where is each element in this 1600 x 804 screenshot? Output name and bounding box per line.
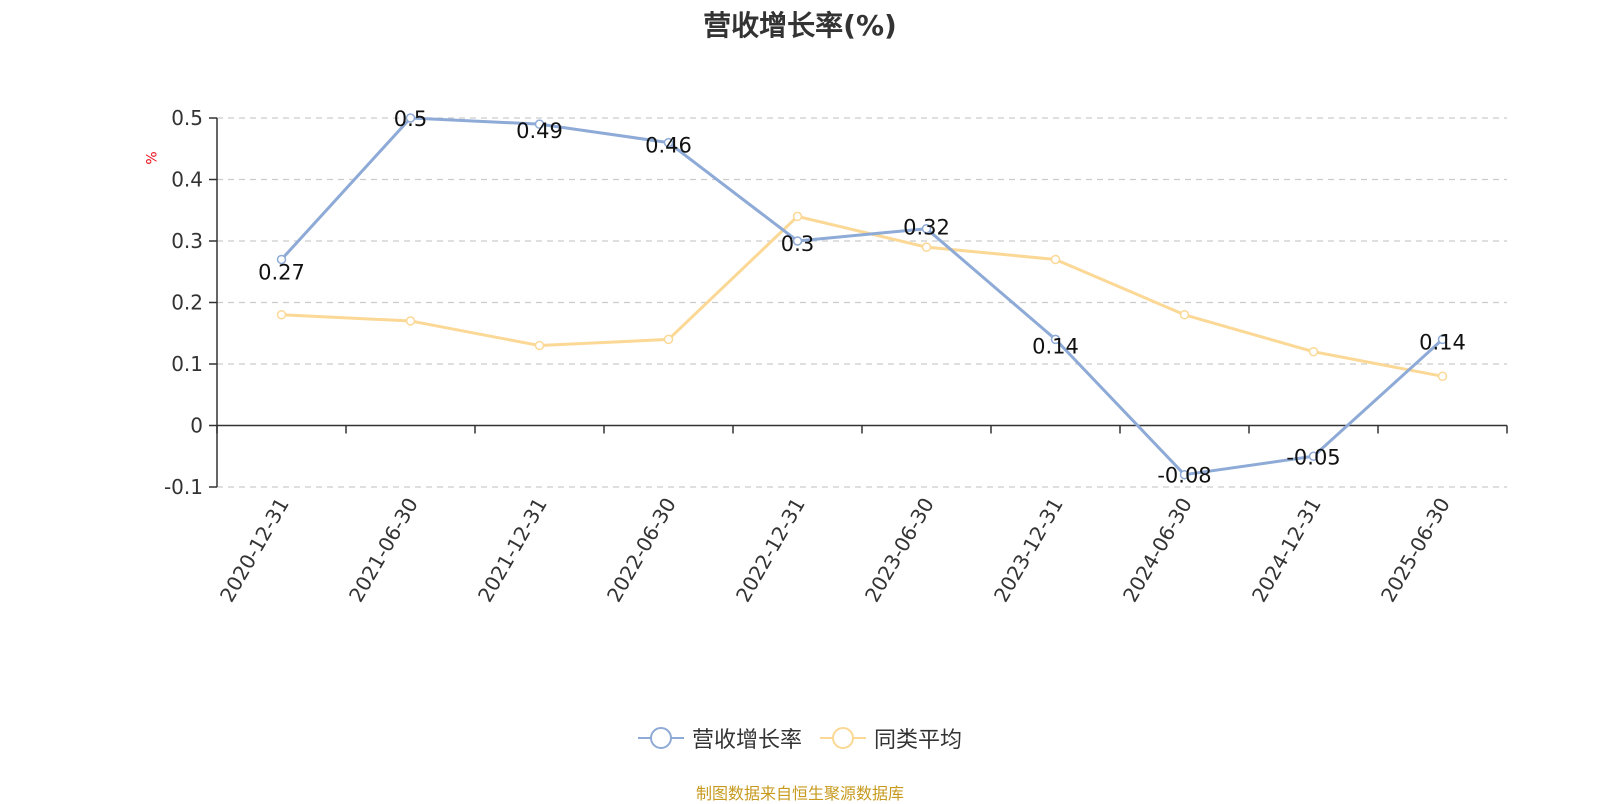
data-point-peer-average <box>276 310 287 320</box>
y-tick-label: 0.2 <box>171 291 203 315</box>
legend-label-revenue-growth: 营收增长率 <box>691 728 802 753</box>
data-point-revenue-growth <box>663 137 674 148</box>
data-point-peer-average <box>534 340 545 351</box>
data-point-peer-average <box>1437 371 1448 382</box>
y-tick-label: 0 <box>190 414 203 438</box>
y-tick-label: 0.3 <box>171 229 203 253</box>
data-point-peer-average <box>1179 310 1190 320</box>
data-label: -0.08 <box>1157 464 1211 488</box>
data-label: 0.14 <box>1032 334 1079 358</box>
data-point-peer-average <box>1050 254 1061 265</box>
data-label: 0.27 <box>258 260 305 284</box>
chart-title: 营收增长率(%) <box>703 9 897 42</box>
data-label: -0.05 <box>1286 445 1340 469</box>
x-tick-label: 2024-06-30 <box>1118 494 1197 607</box>
data-point-peer-average <box>921 242 932 252</box>
data-point-peer-average <box>792 211 803 222</box>
series-line-peer-average <box>281 214 1443 378</box>
legend-item-revenue-growth[interactable]: 营收增长率 <box>637 722 802 754</box>
legend-swatch-revenue-growth <box>637 726 684 750</box>
data-point-peer-average <box>663 334 674 345</box>
data-point-revenue-growth <box>1179 469 1190 480</box>
data-point-revenue-growth <box>405 113 416 123</box>
data-point-revenue-growth <box>276 254 287 265</box>
x-tick-label: 2022-06-30 <box>602 494 681 607</box>
data-point-revenue-growth <box>921 223 932 234</box>
data-point-peer-average <box>1308 346 1319 357</box>
x-tick-label: 2020-12-31 <box>215 494 294 607</box>
data-point-revenue-growth <box>1437 334 1448 345</box>
legend: 营收增长率 同类平均 <box>0 722 1600 754</box>
legend-swatch-peer-average <box>820 726 866 750</box>
x-tick-label: 2023-12-31 <box>989 494 1068 607</box>
data-label: 0.14 <box>1419 330 1466 354</box>
y-tick-label: -0.1 <box>164 475 203 499</box>
data-point-revenue-growth <box>534 119 545 129</box>
data-label: 0.32 <box>903 216 950 240</box>
x-tick-label: 2021-12-31 <box>473 494 552 607</box>
data-source-note: 制图数据来自恒生聚源数据库 <box>695 784 904 803</box>
series-line-revenue-growth <box>280 116 1444 477</box>
data-label: 0.3 <box>781 232 814 256</box>
x-tick-label: 2024-12-31 <box>1247 494 1326 607</box>
data-point-revenue-growth <box>1050 334 1061 345</box>
data-label: 0.5 <box>394 107 427 131</box>
y-tick-label: 0.4 <box>171 168 203 192</box>
data-label: 0.49 <box>516 119 563 143</box>
y-tick-label: 0.1 <box>171 352 203 376</box>
legend-label-peer-average: 同类平均 <box>874 728 963 753</box>
x-tick-label: 2025-06-30 <box>1376 494 1455 607</box>
data-point-revenue-growth <box>792 236 803 246</box>
x-tick-label: 2023-06-30 <box>860 494 939 607</box>
x-tick-label: 2021-06-30 <box>344 494 423 607</box>
y-tick-label: 0.5 <box>171 106 203 130</box>
data-point-revenue-growth <box>1308 451 1319 461</box>
data-label: 0.46 <box>645 134 692 158</box>
data-point-peer-average <box>405 316 416 326</box>
x-tick-label: 2022-12-31 <box>731 494 810 607</box>
legend-item-peer-average[interactable]: 同类平均 <box>820 722 962 754</box>
